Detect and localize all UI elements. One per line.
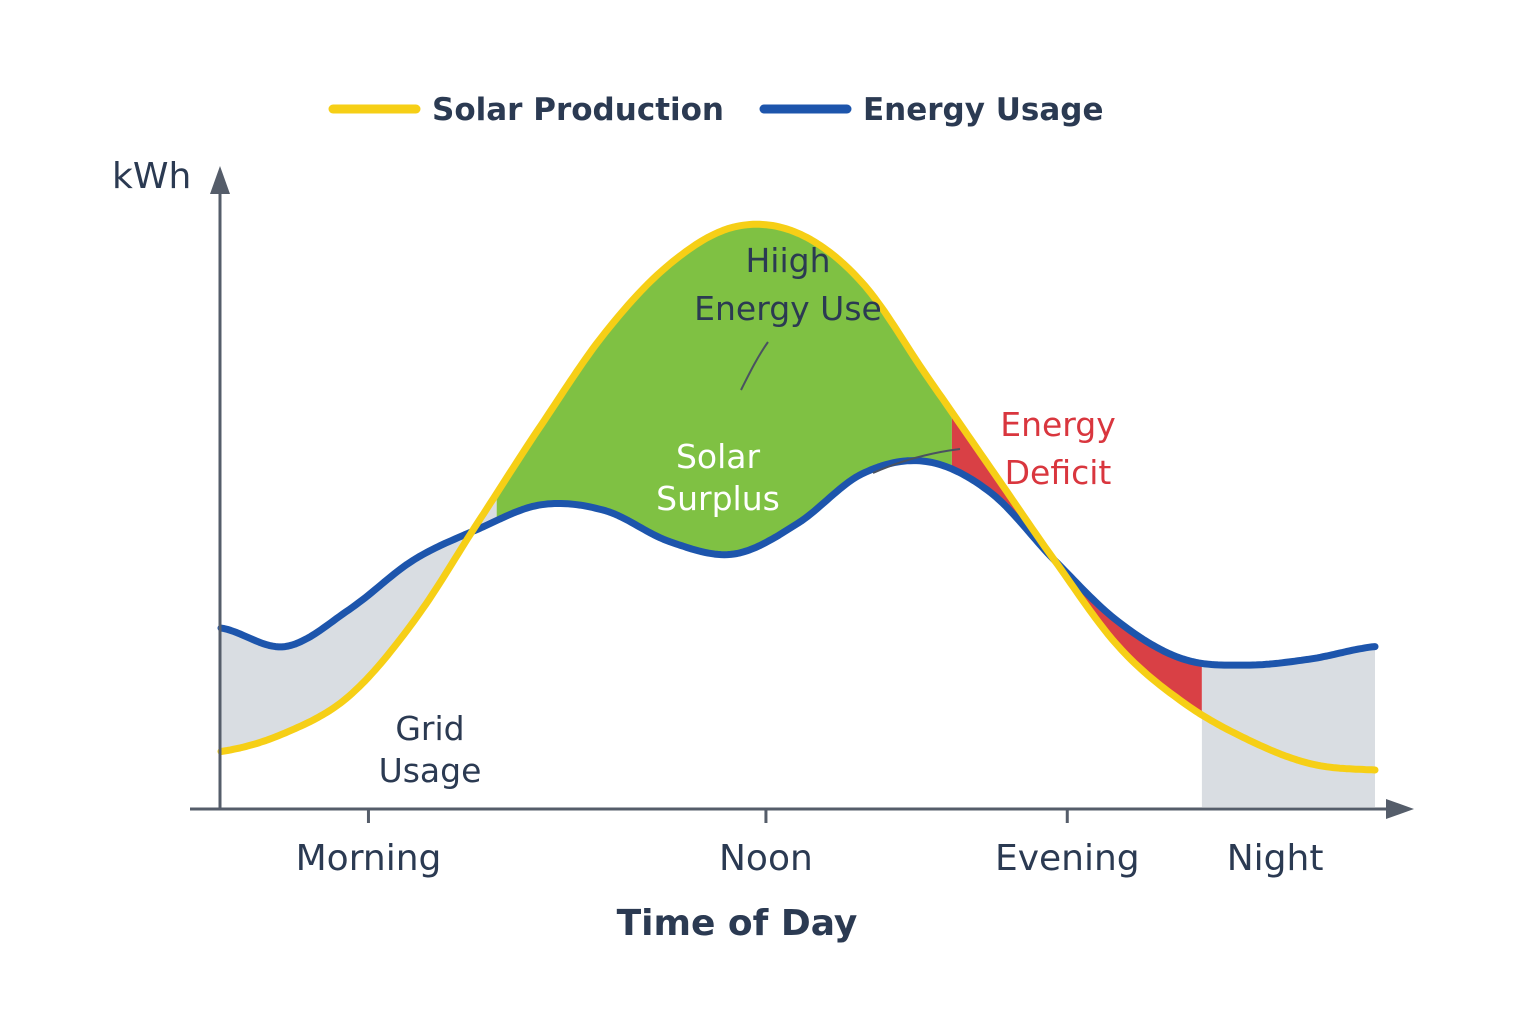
legend: Solar Production Energy Usage bbox=[328, 92, 1104, 128]
legend-solar-label: Solar Production bbox=[432, 92, 724, 128]
high-energy-use-annotation: Hiigh Energy Use bbox=[694, 241, 882, 328]
y-axis-arrow bbox=[210, 166, 230, 194]
x-axis-title: Time of Day bbox=[617, 903, 858, 944]
grid-region bbox=[221, 493, 497, 752]
x-tick-label-morning: Morning bbox=[296, 838, 442, 879]
x-axis-arrow bbox=[1386, 799, 1414, 819]
peak-callout-line bbox=[740, 341, 769, 391]
grid-usage-annotation: Grid Usage bbox=[379, 709, 482, 790]
solar-production-line bbox=[217, 220, 1379, 774]
surplus-region bbox=[496, 224, 952, 555]
deficit-callout-line bbox=[872, 448, 961, 474]
x-tick-label-noon: Noon bbox=[719, 838, 813, 879]
energy-deficit-annotation: Energy Deficit bbox=[1000, 405, 1116, 492]
x-tick-label-evening: Evening bbox=[995, 838, 1140, 879]
energy-usage-line bbox=[217, 457, 1379, 669]
legend-usage-label: Energy Usage bbox=[863, 92, 1104, 128]
annotations: Hiigh Energy Use Solar Surplus Energy Defic… bbox=[379, 241, 1116, 790]
y-axis-unit: kWh bbox=[112, 156, 191, 197]
axes: kWh bbox=[112, 156, 1414, 819]
x-tick-label-night: Night bbox=[1227, 838, 1324, 879]
x-ticks: Morning Noon Evening Night bbox=[296, 809, 1324, 879]
solar-surplus-annotation: Solar Surplus bbox=[656, 437, 780, 518]
